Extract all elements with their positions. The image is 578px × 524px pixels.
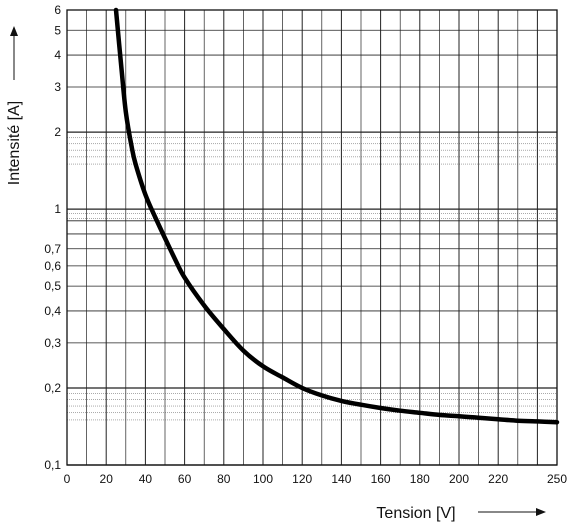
x-tick-label: 20 — [100, 472, 114, 486]
x-tick-label: 0 — [64, 472, 71, 486]
x-tick-label: 160 — [371, 472, 391, 486]
y-tick-label: 0,5 — [44, 279, 61, 293]
y-tick-label: 0,1 — [44, 458, 61, 472]
y-tick-label: 0,2 — [44, 381, 61, 395]
y-tick-label: 5 — [54, 23, 61, 37]
y-tick-label: 4 — [54, 48, 61, 62]
y-tick-label: 2 — [54, 125, 61, 139]
x-tick-labels: 0 20 40 60 80 100 120 140 160 180 200 220 250 — [64, 472, 568, 486]
x-tick-label: 180 — [410, 472, 430, 486]
x-tick-label: 80 — [217, 472, 231, 486]
y-tick-label: 0,3 — [44, 336, 61, 350]
x-tick-label: 40 — [139, 472, 153, 486]
y-axis-arrow — [10, 26, 18, 80]
x-tick-label: 250 — [547, 472, 567, 486]
x-tick-label: 140 — [331, 472, 351, 486]
plot-border — [66, 9, 558, 466]
y-tick-label: 6 — [54, 3, 61, 17]
y-tick-label: 0,6 — [44, 259, 61, 273]
x-tick-label: 100 — [253, 472, 273, 486]
minor-gridlines — [67, 10, 557, 465]
y-tick-labels: 0,1 0,2 0,3 0,4 0,5 0,6 0,7 1 2 3 4 5 6 — [44, 3, 61, 472]
y-axis-label: Intensité [A] — [6, 101, 23, 186]
current-voltage-curve — [113, 7, 560, 425]
x-tick-label: 60 — [178, 472, 192, 486]
curve-layer — [113, 7, 560, 425]
y-tick-label: 1 — [54, 202, 61, 216]
y-tick-label: 3 — [54, 80, 61, 94]
x-axis-label: Tension [V] — [376, 505, 455, 522]
y-tick-label: 0,4 — [44, 304, 61, 318]
y-tick-label: 0,7 — [44, 242, 61, 256]
x-tick-label: 220 — [488, 472, 508, 486]
x-axis-arrow — [478, 508, 546, 516]
x-tick-label: 200 — [449, 472, 469, 486]
major-gridlines — [66, 9, 558, 466]
x-tick-label: 120 — [292, 472, 312, 486]
